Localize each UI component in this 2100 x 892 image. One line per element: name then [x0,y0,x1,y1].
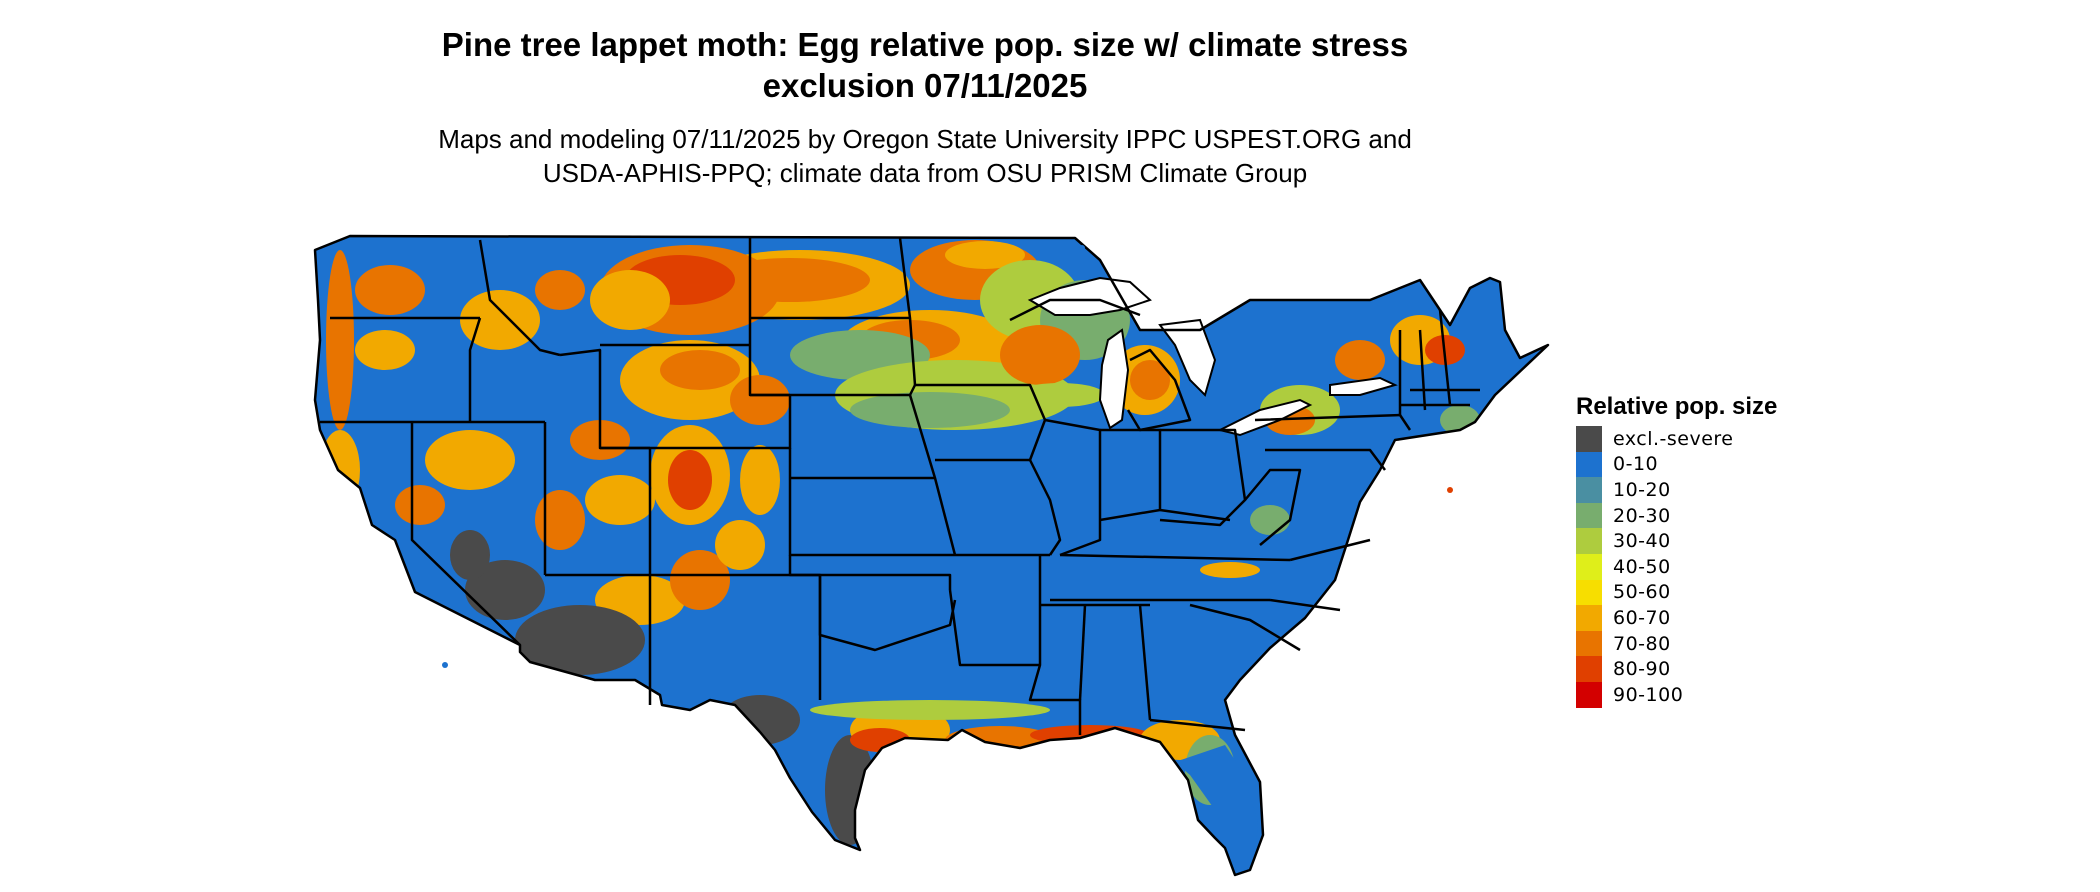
legend-label: 40-50 [1613,555,1671,578]
risk-patch [1000,325,1080,385]
risk-patch [670,550,730,610]
legend-swatch [1576,605,1602,631]
map-subtitle-line-1: Maps and modeling 07/11/2025 by Oregon S… [438,124,1412,154]
legend-swatch [1576,502,1602,529]
lake-erie [1217,398,1313,437]
map-subtitle-line-2: USDA-APHIS-PPQ; climate data from OSU PR… [542,158,1308,188]
lake-michigan [1098,328,1130,430]
exclusion-patch [825,735,875,845]
risk-patch [425,430,515,490]
legend-label: 50-60 [1613,581,1671,604]
legend-label: 20-30 [1613,504,1671,527]
exclusion-patch [465,560,545,620]
risk-patch [326,250,354,430]
risk-patch [810,700,1050,720]
exclusion-patch [450,530,490,580]
exclusion-patch [515,605,645,675]
legend-label: 60-70 [1613,606,1671,629]
legend: Relative pop. size excl.-severe 0-10 10-20… [1576,392,1777,708]
legend-title: Relative pop. size [1576,393,1778,420]
legend-item: 10-20 [1576,477,1777,503]
risk-patch [740,445,780,515]
state-borders [313,234,1550,877]
legend-swatch [1576,656,1602,682]
risk-patch [1250,505,1290,535]
lake-huron [1158,318,1217,397]
legend-swatch [1576,553,1602,580]
risk-patch [535,270,585,310]
risk-patch [1130,360,1170,400]
legend-label: 30-40 [1613,530,1671,553]
legend-item: 0-10 [1576,451,1777,478]
risk-patch [590,270,670,330]
legend-item: 70-80 [1576,630,1777,657]
island [442,662,448,668]
risk-patch [355,330,415,370]
legend-item: 90-100 [1576,681,1777,708]
legend-item: excl.-severe [1576,426,1777,452]
risk-patch [460,290,540,350]
legend-swatch [1576,451,1602,478]
risk-patch [355,265,425,315]
florida-peninsula [1175,745,1258,870]
legend-item: 80-90 [1576,656,1777,682]
legend-item: 50-60 [1576,579,1777,606]
island [1079,245,1085,251]
legend-label: 10-20 [1613,478,1671,501]
map-title: Pine tree lappet moth: Egg relative pop.… [0,24,1850,106]
lake-superior [1027,276,1152,316]
legend-label: 70-80 [1613,632,1671,655]
map-subtitle: Maps and modeling 07/11/2025 by Oregon S… [0,122,1850,190]
legend-swatch [1576,426,1602,452]
exclusion-patch [720,695,800,745]
risk-patch [395,485,445,525]
map-title-line-2: exclusion 07/11/2025 [762,67,1088,104]
legend-item: 30-40 [1576,528,1777,554]
legend-swatch [1576,630,1602,657]
risk-patch [535,490,585,550]
legend-label: excl.-severe [1613,427,1734,450]
legend-item: 40-50 [1576,553,1777,580]
risk-patch [660,350,740,390]
legend-swatch [1576,528,1602,554]
legend-item: 60-70 [1576,605,1777,631]
risk-patch [1335,340,1385,380]
legend-swatch [1576,477,1602,503]
legend-items: excl.-severe 0-10 10-20 20-30 30-40 40-50 50-6… [1576,426,1777,708]
lake-ontario [1329,376,1398,396]
risk-patch [668,450,712,510]
risk-patch [945,241,1025,269]
risk-patch [1200,562,1260,578]
risk-patch [585,475,655,525]
legend-label: 90-100 [1613,683,1684,706]
risk-patch [715,520,765,570]
legend-swatch [1576,681,1602,708]
risk-patch [1015,383,1105,407]
risk-patch [850,392,1010,428]
legend-label: 80-90 [1613,658,1671,681]
risk-patch [730,375,790,425]
map-title-line-1: Pine tree lappet moth: Egg relative pop.… [441,26,1409,63]
island [1447,487,1453,493]
legend-label: 0-10 [1613,453,1659,476]
legend-swatch [1576,579,1602,606]
legend-item: 20-30 [1576,502,1777,529]
